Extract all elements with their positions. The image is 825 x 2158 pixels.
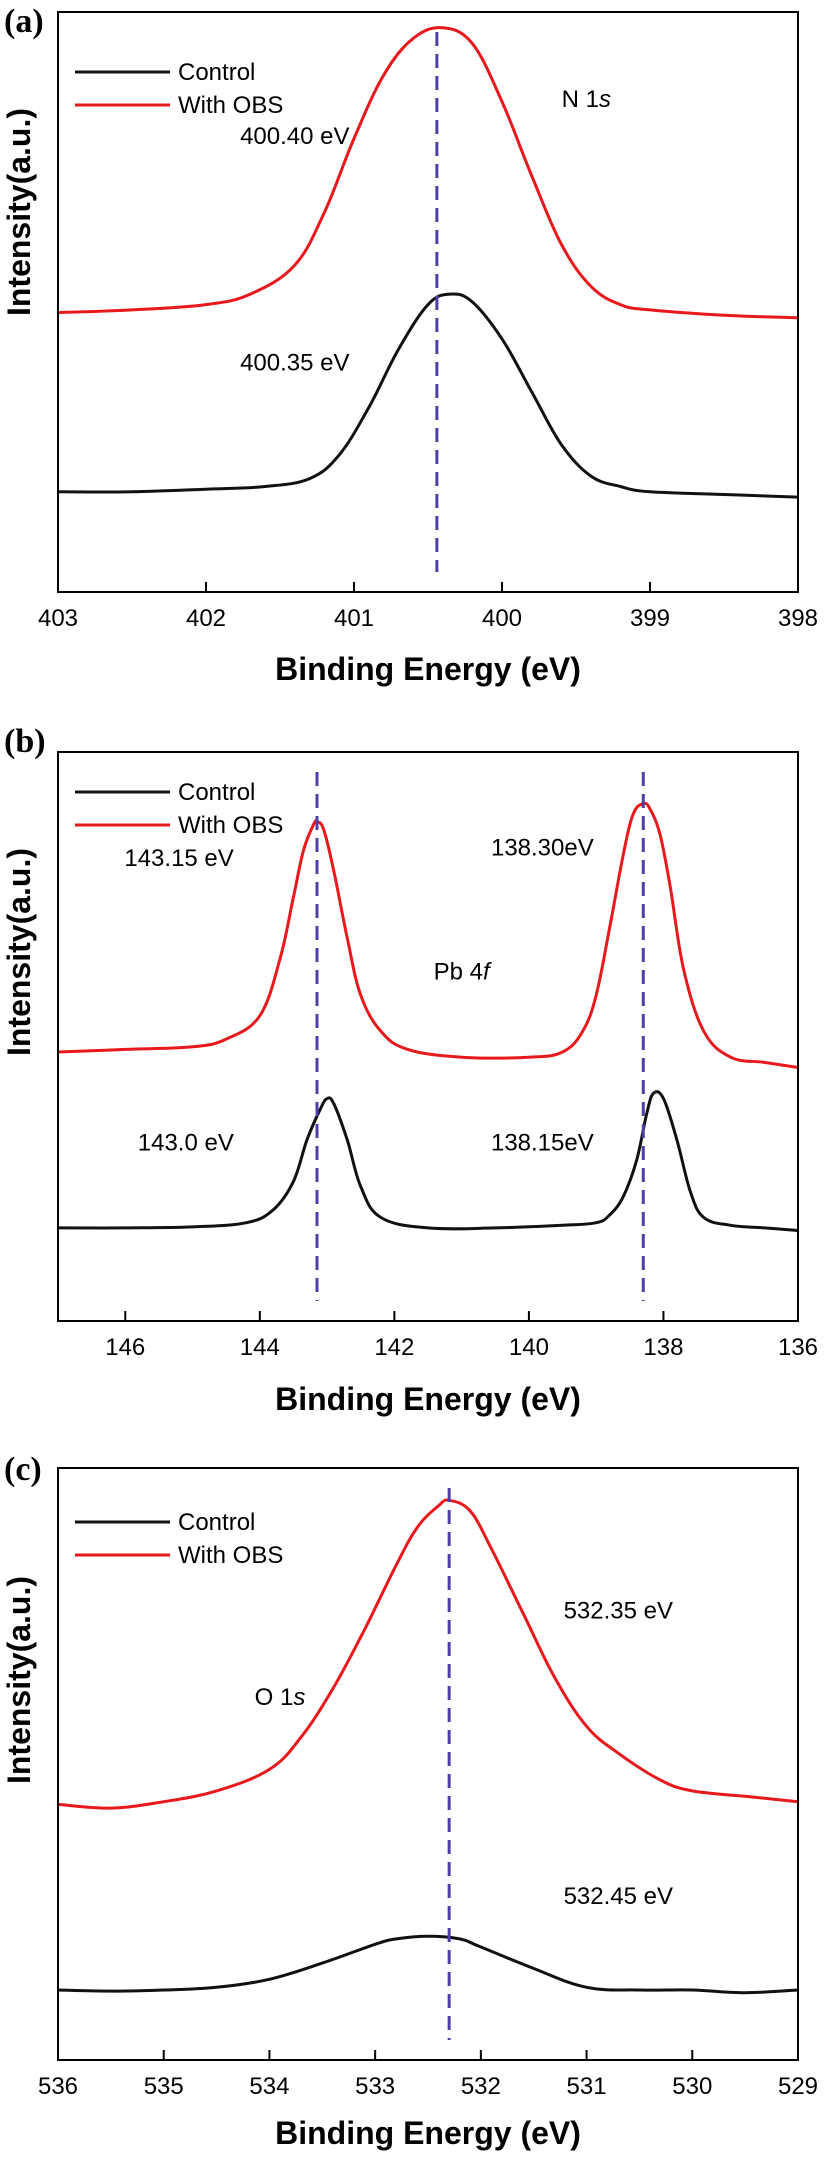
x-tick-label: 529: [778, 2073, 818, 2100]
legend-control-label: Control: [178, 59, 255, 86]
series-with-obs: [57, 801, 799, 1069]
plot-frame: [57, 751, 799, 1322]
legend-with-obs-label: With OBS: [178, 92, 283, 119]
series-control: [57, 1934, 799, 1995]
legend: Control With OBS: [75, 1509, 283, 1569]
x-tick-label: 398: [778, 605, 818, 632]
x-tick-label: 142: [374, 1334, 414, 1361]
panel-label: (b): [4, 723, 46, 760]
annotation-label: 138.15eV: [491, 1129, 594, 1156]
legend-control-label: Control: [178, 779, 255, 806]
panel-label: (a): [4, 3, 44, 40]
x-tick-label: 403: [38, 605, 78, 632]
x-tick-label: 138: [643, 1334, 683, 1361]
annotations: 532.35 eV O 1s 532.45 eV: [255, 1598, 673, 1910]
x-tick-label: 530: [672, 2073, 712, 2100]
y-axis-title: Intensity(a.u.): [1, 1576, 37, 1784]
x-tick-label: 401: [334, 605, 374, 632]
series-control: [57, 292, 799, 499]
annotations: 143.15 eV 138.30eV Pb 4f 143.0 eV 138.15eV: [124, 834, 593, 1156]
legend-with-obs-label: With OBS: [178, 1542, 283, 1569]
legend-with-obs-label: With OBS: [178, 812, 283, 839]
plot-area: [57, 1488, 799, 2040]
annotation-label: Pb 4f: [434, 959, 492, 986]
x-axis: 146 144 142 140 138 136: [105, 1311, 818, 1361]
annotation-label: 143.0 eV: [138, 1129, 234, 1156]
xps-panel-a: (a) Intensity(a.u.) 403 402 401 400 399 398 C…: [1, 3, 818, 687]
x-tick-label: 146: [105, 1334, 145, 1361]
plot-frame: [57, 11, 799, 593]
annotation-label: 532.35 eV: [564, 1598, 673, 1625]
x-tick-label: 136: [778, 1334, 818, 1361]
annotation-label: 532.45 eV: [564, 1883, 673, 1910]
legend: Control With OBS: [75, 59, 283, 119]
y-axis-title: Intensity(a.u.): [1, 108, 37, 316]
x-tick-label: 533: [355, 2073, 395, 2100]
x-tick-label: 531: [567, 2073, 607, 2100]
x-tick-label: 140: [509, 1334, 549, 1361]
x-axis: 536 535 534 533 532 531 530 529: [38, 2050, 818, 2100]
xps-panel-b: (b) Intensity(a.u.) 146 144 142 140 138 136 C…: [1, 723, 818, 1417]
x-axis-title: Binding Energy (eV): [275, 1381, 581, 1417]
y-axis-title: Intensity(a.u.): [1, 848, 37, 1056]
annotation-label: 400.35 eV: [240, 350, 349, 377]
plot-area: [57, 26, 799, 572]
series-with-obs: [57, 26, 799, 320]
x-tick-label: 535: [144, 2073, 184, 2100]
annotations: 400.40 eV 400.35 eV N 1s: [240, 86, 611, 377]
series-control: [57, 1090, 799, 1232]
plot-area: [57, 772, 799, 1301]
x-tick-label: 402: [186, 605, 226, 632]
annotation-label: O 1s: [255, 1684, 306, 1711]
legend: Control With OBS: [75, 779, 283, 839]
annotation-label: N 1s: [562, 86, 611, 113]
x-tick-label: 399: [630, 605, 670, 632]
x-tick-label: 536: [38, 2073, 78, 2100]
annotation-label: 400.40 eV: [240, 123, 349, 150]
x-axis-title: Binding Energy (eV): [275, 651, 581, 687]
xps-panel-c: (c) Intensity(a.u.) 536 535 534 533 532 531 53…: [1, 1451, 818, 2151]
x-tick-label: 400: [482, 605, 522, 632]
x-tick-label: 532: [461, 2073, 501, 2100]
series-with-obs: [57, 1498, 799, 1810]
x-tick-label: 144: [240, 1334, 280, 1361]
x-tick-label: 534: [249, 2073, 289, 2100]
x-axis-title: Binding Energy (eV): [275, 2115, 581, 2151]
annotation-label: 138.30eV: [491, 834, 594, 861]
annotation-label: 143.15 eV: [124, 845, 233, 872]
plot-frame: [57, 1467, 799, 2061]
legend-control-label: Control: [178, 1509, 255, 1536]
x-axis: 403 402 401 400 399 398: [38, 582, 818, 632]
panel-label: (c): [4, 1451, 42, 1488]
